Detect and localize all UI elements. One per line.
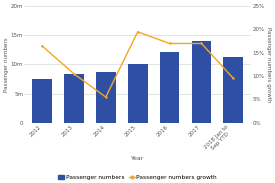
Bar xyxy=(96,72,116,123)
Passenger numbers growth xyxy=(168,42,171,45)
Bar xyxy=(192,41,211,123)
Line: Passenger numbers growth: Passenger numbers growth xyxy=(41,31,235,98)
Passenger numbers growth xyxy=(232,77,235,80)
Passenger numbers growth xyxy=(40,45,44,47)
Passenger numbers growth xyxy=(72,73,76,75)
Bar xyxy=(64,74,84,123)
Bar xyxy=(160,52,180,123)
Passenger numbers growth xyxy=(136,31,139,33)
Bar xyxy=(128,64,148,123)
Bar xyxy=(224,57,243,123)
Passenger numbers growth xyxy=(104,96,108,98)
Y-axis label: Passenger numbers: Passenger numbers xyxy=(4,37,9,92)
X-axis label: Year: Year xyxy=(131,156,144,160)
Y-axis label: Passenger numbers growth: Passenger numbers growth xyxy=(266,27,271,102)
Bar xyxy=(32,79,52,123)
Legend: Passenger numbers, Passenger numbers growth: Passenger numbers, Passenger numbers gro… xyxy=(58,175,217,180)
Passenger numbers growth xyxy=(200,42,203,45)
